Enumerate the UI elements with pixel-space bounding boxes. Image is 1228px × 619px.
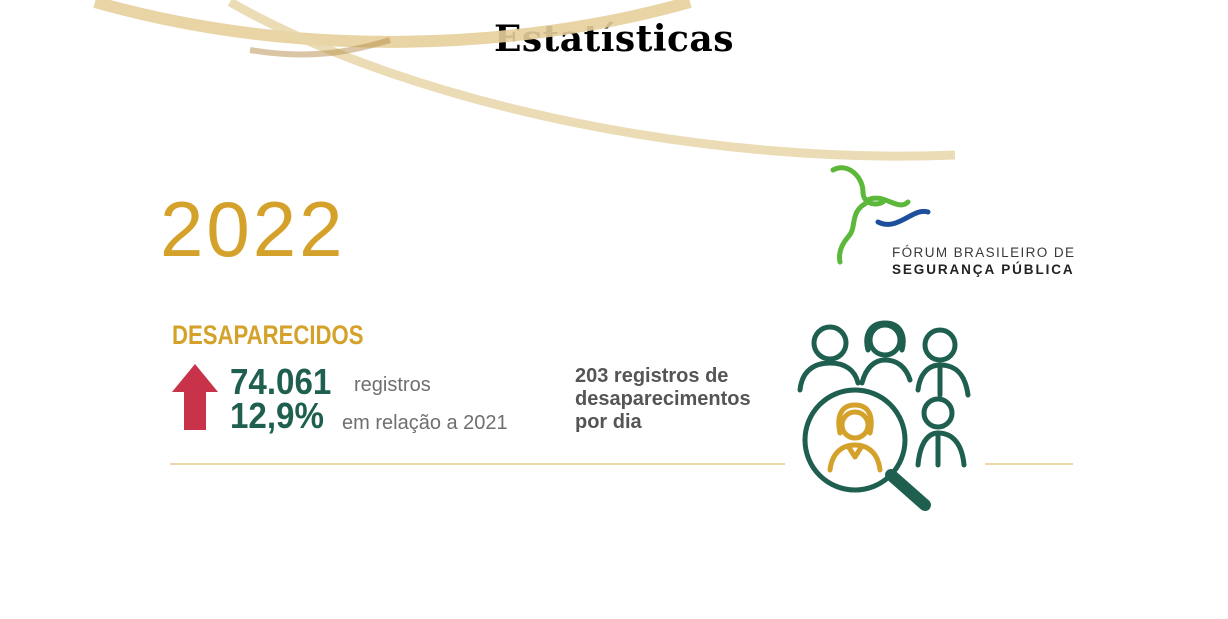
arrow-up-icon (172, 364, 218, 430)
decorative-waves (93, 0, 955, 161)
category-heading: DESAPARECIDOS (172, 320, 364, 350)
records-label: registros (354, 374, 431, 396)
per-day-line1: 203 registros de (575, 365, 729, 387)
records-value: 74.061 (230, 361, 332, 402)
per-day-line2: desaparecimentos (575, 388, 751, 410)
per-day-line3: por dia (575, 411, 642, 433)
fbsp-logo-icon (830, 165, 931, 265)
change-value: 12,9% (230, 395, 324, 436)
people-search-icon (797, 320, 971, 511)
change-label: em relação a 2021 (342, 412, 508, 434)
logo-text-line2: SEGURANÇA PÚBLICA (892, 262, 1075, 277)
divider-line-left (170, 463, 785, 465)
divider-line-right (985, 463, 1073, 465)
per-day-text: 203 registros de desaparecimentos por di… (575, 365, 795, 434)
year-label: 2022 (160, 185, 346, 273)
logo-text-line1: FÓRUM BRASILEIRO DE (892, 245, 1076, 260)
